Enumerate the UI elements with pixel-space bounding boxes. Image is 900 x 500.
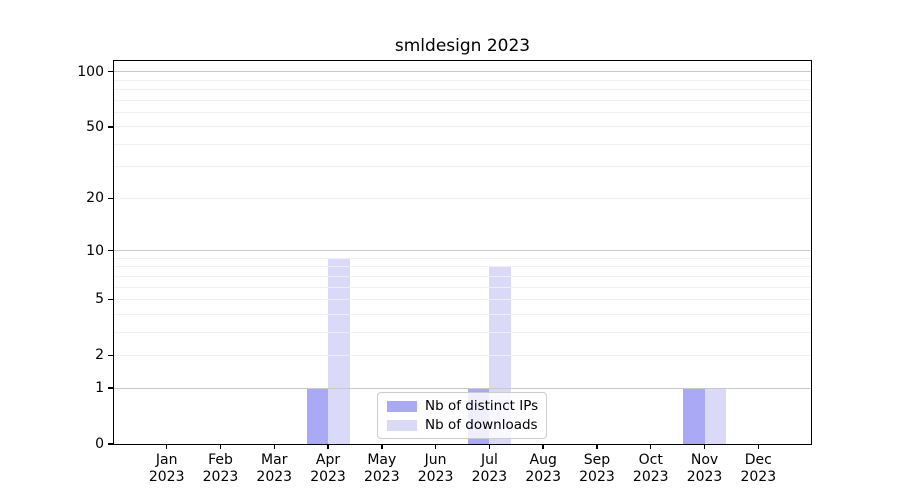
legend-box: Nb of distinct IPs Nb of downloads: [377, 392, 547, 439]
x-tick-mark: [219, 444, 222, 449]
y-tick-label: 10: [86, 242, 104, 259]
y-tick-label: 2: [95, 347, 104, 364]
x-tick-mark: [381, 444, 383, 449]
y-gridline-minor: [114, 266, 811, 268]
x-tick-label: Oct 2023: [632, 452, 669, 485]
y-tick-label: 5: [95, 291, 104, 308]
y-tick-label: 1: [95, 380, 104, 397]
y-tick-label: 100: [77, 63, 104, 80]
x-tick-mark: [273, 444, 275, 449]
y-gridline-minor: [114, 79, 811, 81]
x-tick-mark: [596, 444, 598, 449]
x-tick-mark: [542, 444, 544, 449]
y-tick-mark: [108, 126, 113, 128]
legend-label: Nb of downloads: [425, 417, 538, 433]
y-gridline-major: [114, 250, 811, 252]
x-tick-mark: [757, 444, 759, 449]
x-tick-mark: [650, 444, 652, 449]
x-tick-label: Aug 2023: [525, 452, 561, 485]
x-tick-mark: [703, 444, 706, 449]
x-tick-mark: [434, 444, 437, 449]
y-gridline-minor: [114, 298, 811, 300]
chart-title: smldesign 2023: [394, 36, 531, 56]
x-tick-label: May 2023: [363, 452, 400, 485]
x-tick-label: Jan 2023: [148, 452, 185, 485]
y-tick-label: 0: [95, 436, 104, 452]
legend-row: Nb of distinct IPs: [378, 397, 546, 416]
y-tick-mark: [108, 197, 113, 200]
y-gridline-minor: [114, 126, 811, 128]
x-tick-label: Mar 2023: [256, 452, 293, 485]
x-tick-mark: [488, 444, 491, 449]
y-tick-mark: [108, 298, 113, 301]
legend-label: Nb of distinct IPs: [425, 398, 539, 414]
x-tick-label: Sep 2023: [579, 452, 615, 485]
x-tick-label: Jul 2023: [471, 452, 508, 485]
y-gridline-minor: [114, 286, 811, 288]
y-gridline-minor: [114, 331, 811, 333]
y-gridline-minor: [114, 88, 811, 90]
y-gridline-minor: [114, 143, 811, 145]
y-gridline-minor: [114, 313, 811, 315]
y-gridline-major: [114, 387, 811, 389]
x-tick-label: Dec 2023: [740, 452, 777, 485]
legend-swatch: [387, 420, 417, 431]
legend-swatch: [387, 401, 417, 412]
x-tick-label: Nov 2023: [686, 452, 723, 485]
y-tick-mark: [108, 249, 113, 252]
bar-nb-of-distinct-ips-apr: [306, 388, 329, 444]
bar-nb-of-distinct-ips-nov: [683, 388, 705, 444]
x-tick-mark: [166, 444, 168, 449]
legend-row: Nb of downloads: [378, 416, 546, 435]
y-gridline-major: [114, 71, 811, 73]
y-tick-label: 20: [86, 190, 104, 207]
y-gridline-minor: [114, 99, 811, 101]
x-tick-label: Apr 2023: [310, 452, 346, 485]
y-gridline-minor: [114, 257, 811, 259]
y-gridline-minor: [114, 197, 811, 199]
y-gridline-minor: [114, 166, 811, 168]
y-tick-mark: [108, 354, 113, 357]
y-tick-mark: [108, 443, 113, 445]
y-gridline-minor: [114, 111, 811, 113]
y-gridline-minor: [114, 275, 811, 277]
bar-nb-of-downloads-apr: [328, 258, 350, 444]
x-tick-label: Feb 2023: [202, 452, 239, 485]
y-tick-label: 50: [86, 118, 104, 135]
x-tick-label: Jun 2023: [417, 452, 454, 485]
bar-nb-of-downloads-nov: [704, 388, 727, 444]
y-tick-mark: [108, 387, 113, 389]
y-tick-mark: [108, 70, 113, 73]
y-gridline-minor: [114, 354, 811, 356]
x-tick-mark: [327, 444, 329, 449]
plot-area: 0 1 2 5 10 20 50 100 Jan 2023 Feb 2023 Mar 2023 Apr…: [77, 60, 812, 485]
